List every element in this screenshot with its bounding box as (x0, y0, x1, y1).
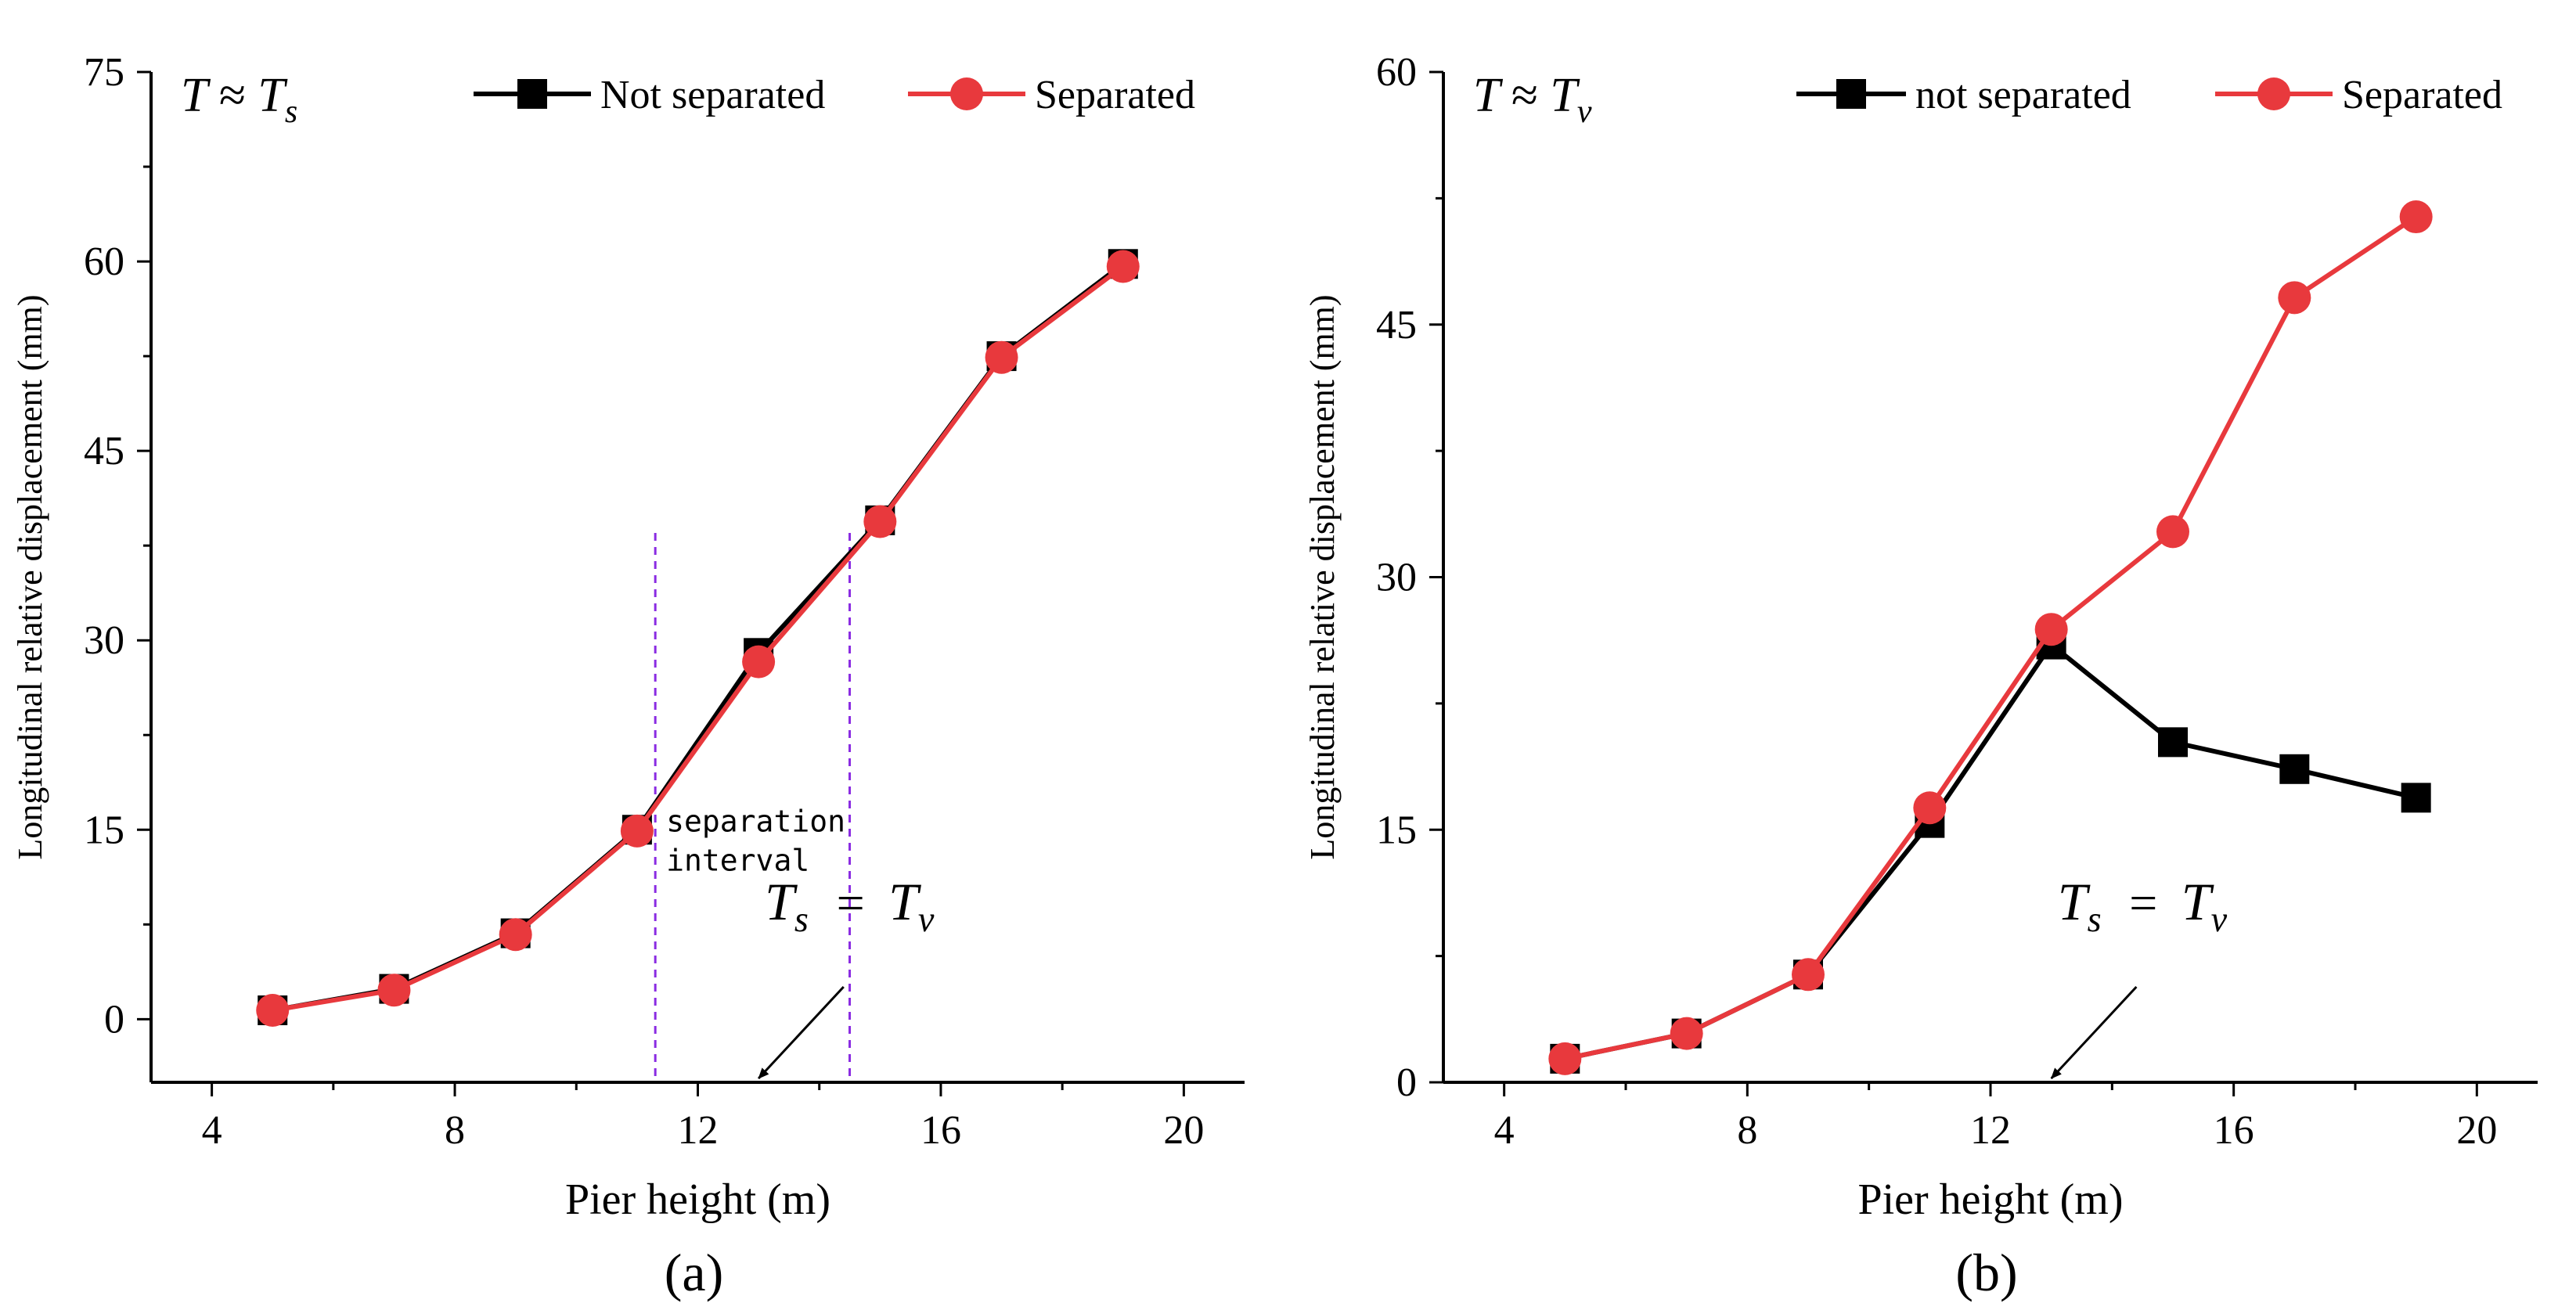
y-tick-label: 60 (1376, 50, 1417, 95)
data-point-separated (1792, 958, 1825, 992)
legend-item: Not separated (474, 73, 825, 117)
series-line-separated (1564, 214, 2418, 1061)
annotation-equals: = (2126, 875, 2160, 930)
data-point-not-separated (2158, 727, 2188, 758)
x-tick-label: 20 (1163, 1108, 1204, 1153)
data-point-separated (1913, 791, 1947, 825)
separation-label-line1: separation (666, 804, 845, 838)
y-tick-label: 75 (84, 50, 124, 95)
annotation-equals: = (834, 875, 867, 930)
x-tick-label: 4 (202, 1108, 222, 1153)
y-tick-label: 60 (84, 239, 124, 284)
separation-label-line2: interval (666, 843, 809, 877)
panel-condition-label: T ≈ Tv (1473, 69, 1592, 130)
y-tick-label: 30 (84, 618, 124, 663)
data-point-separated (1548, 1042, 1582, 1075)
annotation-tv: Tv (888, 872, 935, 940)
x-tick-label: 12 (678, 1108, 719, 1153)
legend-label: Separated (2342, 73, 2502, 117)
y-tick-label: 45 (1376, 303, 1417, 347)
legend-circle-marker (2257, 77, 2290, 110)
legend-item: Separated (908, 73, 1195, 117)
annotation-ts: Ts (2058, 872, 2102, 940)
x-tick-label: 8 (1737, 1108, 1757, 1153)
data-point-separated (620, 814, 654, 848)
x-axis-label: Pier height (m) (565, 1175, 830, 1224)
data-point-separated (2399, 200, 2433, 234)
y-tick-label: 15 (84, 808, 124, 852)
x-tick-label: 12 (1970, 1108, 2011, 1153)
legend-circle-marker (950, 77, 983, 110)
annotation-ts: Ts (765, 872, 809, 940)
panel-label: (b) (1955, 1243, 2017, 1302)
data-point-not-separated (2279, 754, 2310, 784)
series-line-separated (272, 265, 1125, 1013)
x-tick-label: 20 (2456, 1108, 2497, 1153)
chart-panel-a: 0 15 30 45 60 75 4 8 12 16 20 Pier height (m) Longit… (11, 50, 1245, 1302)
y-tick-label: 45 (84, 429, 124, 473)
data-point-separated (2156, 515, 2189, 549)
x-tick-label: 16 (921, 1108, 961, 1153)
data-point-separated (863, 505, 897, 538)
annotation-arrow (2050, 985, 2138, 1080)
data-point-separated (377, 974, 411, 1007)
legend-label: Separated (1035, 73, 1195, 117)
y-tick-label: 0 (104, 997, 124, 1042)
legend-square-marker (1836, 79, 1866, 109)
data-point-separated (1670, 1017, 1703, 1050)
legend-item: not separated (1796, 73, 2131, 117)
period-equality-annotation: Ts = Tv (2058, 872, 2228, 940)
y-tick-label: 0 (1396, 1060, 1417, 1105)
chart-panel-b: 0 15 30 45 60 4 8 12 16 20 Pier height (m) Longitud… (1303, 50, 2538, 1302)
annotation-arrow (758, 985, 845, 1080)
y-tick-label: 30 (1376, 556, 1417, 600)
data-point-separated (499, 918, 532, 952)
data-point-separated (742, 645, 776, 678)
y-tick-label: 15 (1376, 808, 1417, 852)
annotation-tv: Tv (2181, 872, 2228, 940)
data-point-separated (256, 994, 290, 1028)
legend-item: Separated (2215, 73, 2502, 117)
series-line-not-separated (272, 261, 1125, 1013)
y-axis-label: Longitudinal relative displacement (mm) (1303, 294, 1342, 859)
data-point-separated (2034, 613, 2068, 646)
data-point-separated (1106, 250, 1140, 283)
x-tick-label: 16 (2214, 1108, 2254, 1153)
panel-condition-label: T ≈ Ts (181, 69, 297, 130)
y-axis-label: Longitudinal relative displacement (mm) (11, 294, 49, 859)
legend-label: not separated (1915, 73, 2131, 117)
period-equality-annotation: Ts = Tv (765, 872, 935, 940)
legend-square-marker (517, 79, 547, 109)
x-axis-label: Pier height (m) (1857, 1175, 2123, 1224)
panel-label: (a) (665, 1243, 723, 1302)
data-point-separated (985, 340, 1018, 374)
series-line-not-separated (1564, 642, 2417, 1061)
legend-label: Not separated (600, 73, 825, 117)
x-tick-label: 8 (445, 1108, 465, 1153)
data-point-separated (2278, 281, 2311, 315)
x-tick-label: 4 (1494, 1108, 1515, 1153)
data-point-not-separated (2401, 783, 2431, 813)
